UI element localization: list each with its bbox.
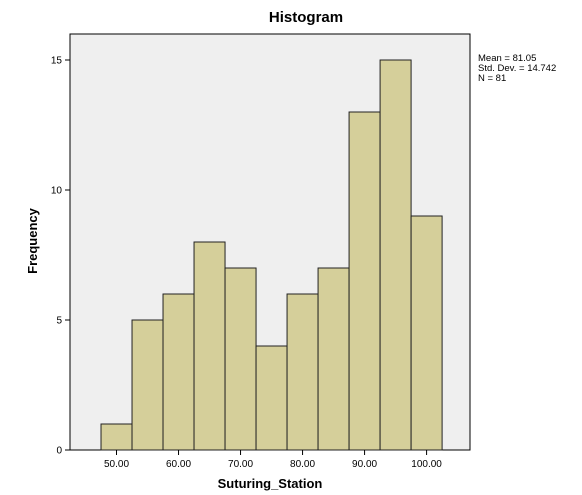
histogram-bar [317, 267, 350, 451]
x-tick-label: 80.00 [290, 459, 315, 470]
histogram-bar [255, 345, 288, 451]
histogram-bar [131, 319, 164, 451]
x-axis: 50.00 60.00 70.00 80.00 90.00 100.00 [104, 450, 442, 470]
x-tick-label: 70.00 [228, 459, 253, 470]
histogram-bar [224, 267, 257, 451]
histogram-bar [410, 215, 443, 451]
x-tick-label: 100.00 [411, 459, 442, 470]
x-tick-label: 50.00 [104, 459, 129, 470]
bars-layer [100, 59, 443, 451]
histogram-bar [100, 423, 133, 451]
y-tick-label: 0 [56, 446, 62, 457]
x-tick-label: 90.00 [352, 459, 377, 470]
stats-std-dev: Std. Dev. = 14.742 [478, 63, 556, 74]
stats-box: Mean = 81.05 Std. Dev. = 14.742 N = 81 [478, 53, 556, 84]
y-axis: 0 5 10 15 [51, 56, 70, 457]
histogram-bar [379, 59, 412, 451]
histogram-bar [348, 111, 381, 451]
y-axis-label: Frequency [25, 207, 40, 274]
y-tick-label: 5 [56, 316, 62, 327]
histogram-bar [193, 241, 226, 451]
x-tick-label: 60.00 [166, 459, 191, 470]
x-axis-label: Suturing_Station [218, 476, 323, 491]
chart-title: Histogram [269, 9, 343, 26]
stats-n: N = 81 [478, 73, 506, 84]
y-tick-label: 10 [51, 186, 63, 197]
histogram-bar [286, 293, 319, 451]
y-tick-label: 15 [51, 56, 63, 67]
stats-mean: Mean = 81.05 [478, 53, 536, 64]
histogram-bar [162, 293, 195, 451]
